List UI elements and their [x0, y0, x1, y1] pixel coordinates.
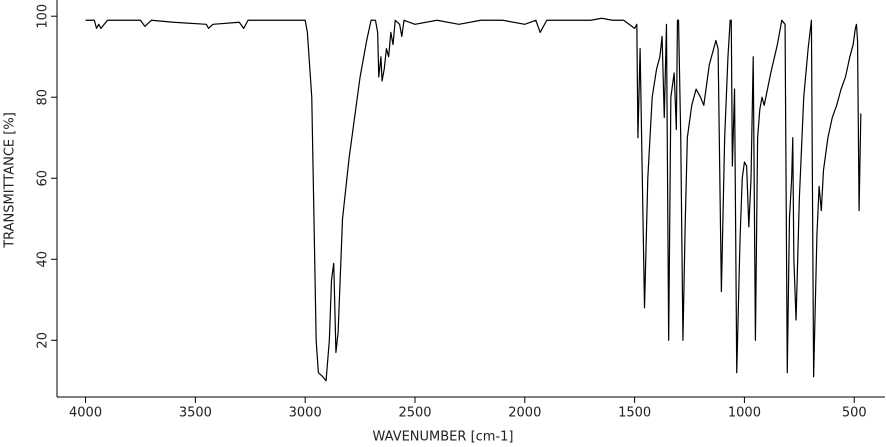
- y-tick-label: 80: [36, 89, 51, 106]
- x-tick-label: 2000: [508, 406, 541, 421]
- y-tick-label: 60: [36, 170, 51, 187]
- y-tick-label: 20: [36, 332, 51, 349]
- y-tick-label: 100: [36, 4, 51, 29]
- x-tick-label: 2500: [398, 406, 431, 421]
- x-tick-label: 1000: [728, 406, 761, 421]
- spectrum-line: [85, 17, 862, 382]
- x-tick-label: 500: [842, 406, 867, 421]
- x-axis-label: WAVENUMBER [cm-1]: [373, 430, 514, 445]
- x-tick-label: 1500: [618, 406, 651, 421]
- y-axis-label: TRANSMITTANCE [%]: [3, 112, 18, 249]
- y-tick-label: 40: [36, 251, 51, 268]
- x-tick-label: 3000: [289, 406, 322, 421]
- x-tick-label: 4000: [69, 406, 102, 421]
- x-tick-label: 3500: [179, 406, 212, 421]
